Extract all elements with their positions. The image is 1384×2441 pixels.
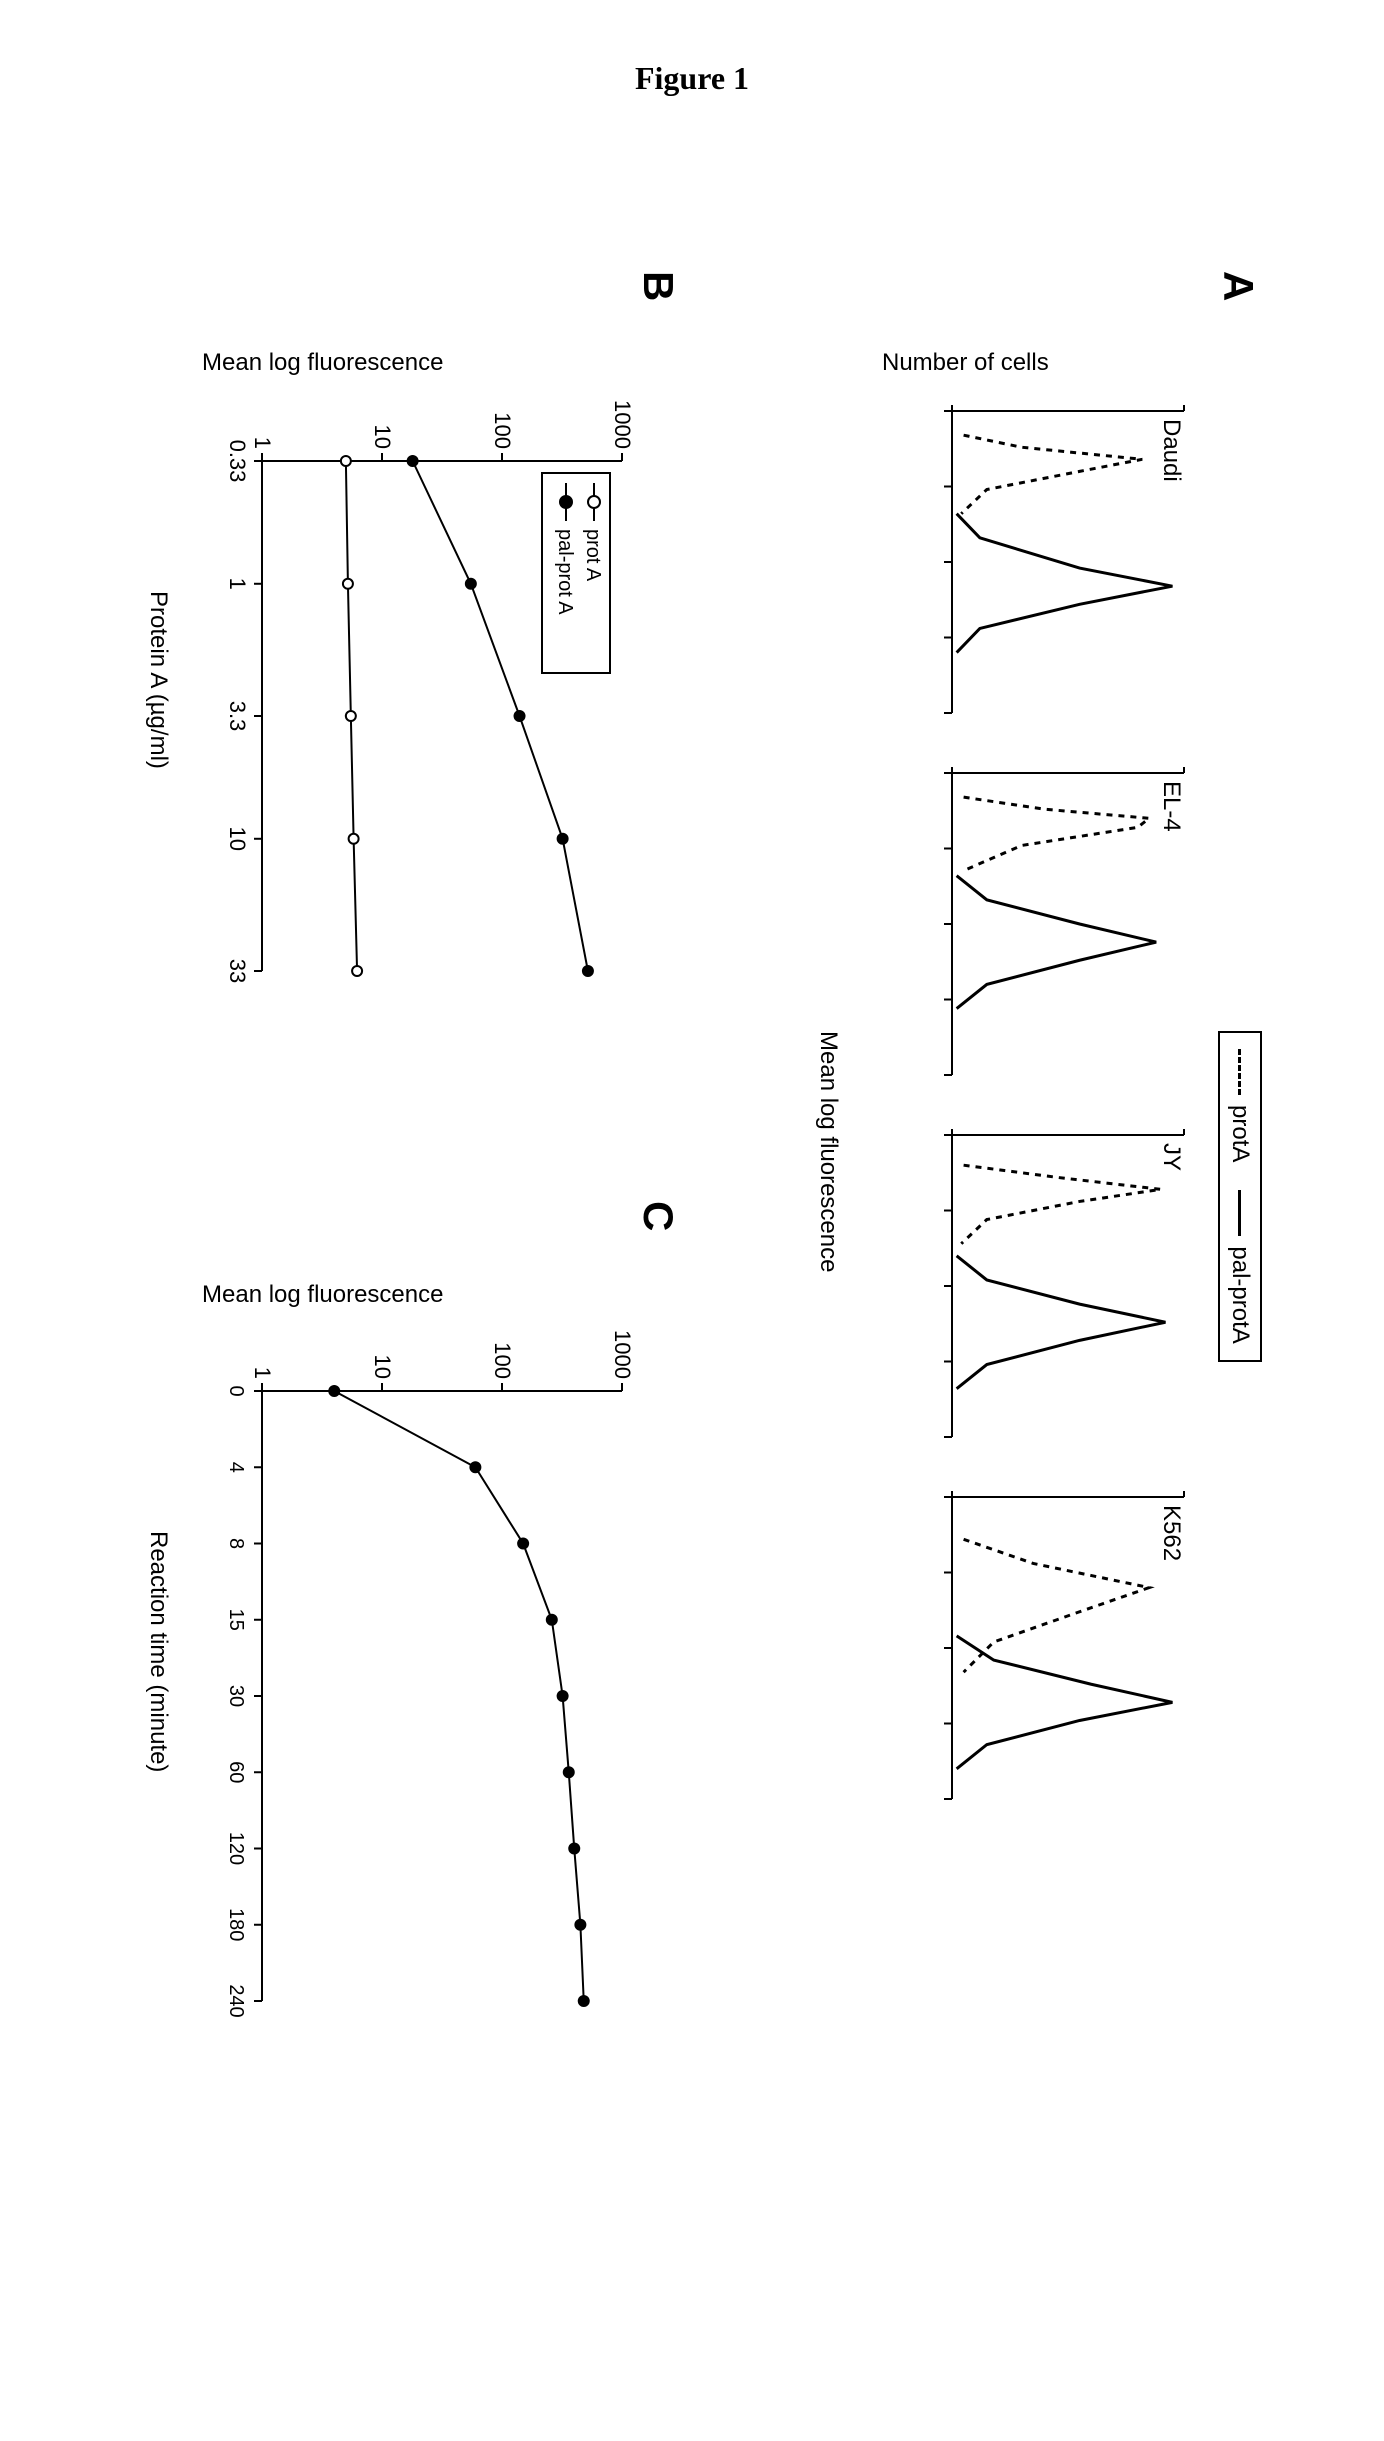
panel-c-xlabel: Reaction time (minute) bbox=[144, 1531, 172, 1772]
subplot-title: EL-4 bbox=[1158, 781, 1185, 832]
panel-b-plot: 11010010000.3313.31033prot Apal-prot A bbox=[197, 391, 642, 991]
histogram-el-4: EL-4 bbox=[886, 753, 1192, 1083]
panel-c-ylabel: Mean log fluorescence bbox=[202, 1281, 443, 1309]
svg-text:10: 10 bbox=[370, 424, 395, 448]
panel-a-legend: protA pal-protA bbox=[1218, 1031, 1262, 1362]
panel-b-svg: 11010010000.3313.31033prot Apal-prot A bbox=[202, 391, 642, 991]
svg-text:180: 180 bbox=[225, 1908, 247, 1941]
svg-text:1000: 1000 bbox=[610, 400, 635, 449]
panel-a-xlabel: Mean log fluorescence bbox=[814, 1031, 842, 1272]
legend-swatch-solid bbox=[1239, 1190, 1242, 1236]
svg-text:33: 33 bbox=[225, 958, 250, 982]
svg-text:100: 100 bbox=[490, 1342, 515, 1379]
legend-label: pal-protA bbox=[1226, 1246, 1254, 1343]
svg-text:15: 15 bbox=[225, 1608, 247, 1630]
panel-b-ylabel: Mean log fluorescence bbox=[202, 349, 443, 377]
panel-c-plot: 1 10 100 1000 0 4 8 15 30 60 120 180 240 bbox=[197, 1321, 642, 2021]
svg-text:0: 0 bbox=[225, 1385, 247, 1396]
svg-text:30: 30 bbox=[225, 1684, 247, 1706]
svg-text:240: 240 bbox=[225, 1984, 247, 2017]
legend-item: protA bbox=[1226, 1049, 1254, 1162]
subplot-title: Daudi bbox=[1158, 419, 1185, 482]
panel-letter-c: C bbox=[634, 1201, 682, 1231]
svg-text:4: 4 bbox=[225, 1461, 247, 1472]
svg-text:1: 1 bbox=[250, 1366, 275, 1378]
panel-letter-b: B bbox=[634, 271, 682, 301]
panel-letter-a: A bbox=[1214, 271, 1262, 301]
figure-title: Figure 1 bbox=[0, 60, 1384, 97]
panel-a-ylabel: Number of cells bbox=[882, 349, 1049, 377]
svg-text:60: 60 bbox=[225, 1761, 247, 1783]
rotated-container: A B C protA pal-protA Number of cells Da… bbox=[122, 271, 1262, 2171]
svg-text:8: 8 bbox=[225, 1537, 247, 1548]
legend-item: pal-protA bbox=[1226, 1190, 1254, 1343]
svg-text:10: 10 bbox=[225, 826, 250, 850]
svg-text:3.3: 3.3 bbox=[225, 700, 250, 731]
legend-swatch-dashed bbox=[1239, 1049, 1242, 1095]
histogram-jy: JY bbox=[886, 1115, 1192, 1445]
svg-text:120: 120 bbox=[225, 1831, 247, 1864]
subplot-title: JY bbox=[1158, 1143, 1185, 1171]
svg-text:pal-prot A: pal-prot A bbox=[554, 529, 576, 615]
svg-text:1000: 1000 bbox=[610, 1330, 635, 1379]
subplot-title: K562 bbox=[1158, 1505, 1185, 1561]
svg-text:1: 1 bbox=[225, 577, 250, 589]
histogram-daudi: Daudi bbox=[886, 391, 1192, 721]
svg-text:10: 10 bbox=[370, 1354, 395, 1378]
svg-text:1: 1 bbox=[250, 436, 275, 448]
svg-text:100: 100 bbox=[490, 412, 515, 449]
svg-text:0.33: 0.33 bbox=[225, 439, 250, 482]
svg-text:prot A: prot A bbox=[582, 529, 604, 582]
panel-c-svg: 1 10 100 1000 0 4 8 15 30 60 120 180 240 bbox=[202, 1321, 642, 2021]
legend-label: protA bbox=[1226, 1105, 1254, 1162]
panel-b-xlabel: Protein A (µg/ml) bbox=[144, 591, 172, 769]
histogram-k562: K562 bbox=[886, 1477, 1192, 1807]
